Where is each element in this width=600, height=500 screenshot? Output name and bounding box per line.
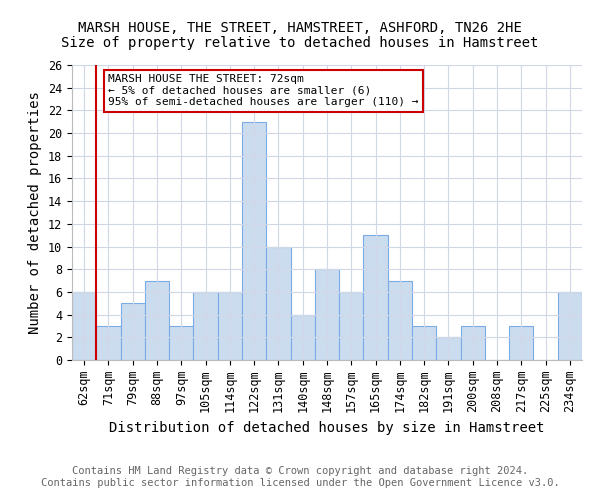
X-axis label: Distribution of detached houses by size in Hamstreet: Distribution of detached houses by size … <box>109 421 545 435</box>
Bar <box>290 314 315 360</box>
Bar <box>412 326 436 360</box>
Y-axis label: Number of detached properties: Number of detached properties <box>28 91 43 334</box>
Bar <box>72 292 96 360</box>
Bar <box>121 304 145 360</box>
Bar <box>242 122 266 360</box>
Bar <box>509 326 533 360</box>
Text: Size of property relative to detached houses in Hamstreet: Size of property relative to detached ho… <box>61 36 539 50</box>
Bar <box>145 280 169 360</box>
Bar <box>364 235 388 360</box>
Text: MARSH HOUSE THE STREET: 72sqm
← 5% of detached houses are smaller (6)
95% of sem: MARSH HOUSE THE STREET: 72sqm ← 5% of de… <box>109 74 419 108</box>
Bar <box>96 326 121 360</box>
Bar <box>339 292 364 360</box>
Text: Contains HM Land Registry data © Crown copyright and database right 2024.
Contai: Contains HM Land Registry data © Crown c… <box>41 466 559 487</box>
Bar <box>193 292 218 360</box>
Text: MARSH HOUSE, THE STREET, HAMSTREET, ASHFORD, TN26 2HE: MARSH HOUSE, THE STREET, HAMSTREET, ASHF… <box>78 20 522 34</box>
Bar <box>558 292 582 360</box>
Bar <box>315 269 339 360</box>
Bar <box>266 246 290 360</box>
Bar <box>461 326 485 360</box>
Bar <box>388 280 412 360</box>
Bar <box>218 292 242 360</box>
Bar <box>169 326 193 360</box>
Bar <box>436 338 461 360</box>
